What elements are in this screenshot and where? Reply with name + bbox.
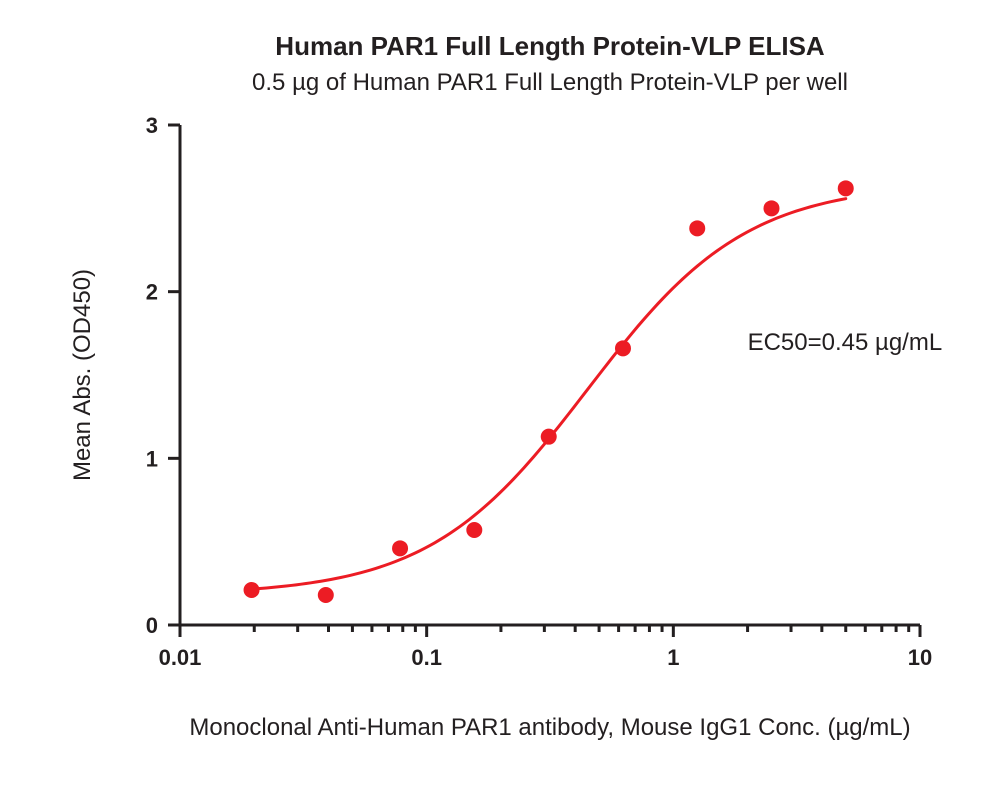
data-point bbox=[541, 429, 557, 445]
fit-curve bbox=[252, 199, 846, 589]
x-tick-label: 10 bbox=[908, 645, 932, 670]
data-point bbox=[689, 220, 705, 236]
elisa-chart: Human PAR1 Full Length Protein-VLP ELISA… bbox=[0, 0, 1000, 788]
y-tick-label: 1 bbox=[146, 446, 158, 471]
y-tick-label: 0 bbox=[146, 613, 158, 638]
data-point bbox=[244, 582, 260, 598]
chart-svg: Human PAR1 Full Length Protein-VLP ELISA… bbox=[0, 0, 1000, 788]
x-tick-label: 1 bbox=[667, 645, 679, 670]
data-point bbox=[838, 180, 854, 196]
data-point bbox=[318, 587, 334, 603]
x-tick-label: 0.1 bbox=[411, 645, 442, 670]
data-point bbox=[466, 522, 482, 538]
chart-title-main: Human PAR1 Full Length Protein-VLP ELISA bbox=[275, 31, 825, 61]
x-tick-label: 0.01 bbox=[159, 645, 202, 670]
data-point bbox=[392, 540, 408, 556]
y-tick-label: 2 bbox=[146, 280, 158, 305]
x-axis-label: Monoclonal Anti-Human PAR1 antibody, Mou… bbox=[189, 714, 910, 741]
y-axis-label: Mean Abs. (OD450) bbox=[69, 269, 96, 481]
data-point bbox=[763, 200, 779, 216]
ec50-annotation: EC50=0.45 µg/mL bbox=[748, 329, 943, 356]
data-point bbox=[615, 340, 631, 356]
y-tick-label: 3 bbox=[146, 113, 158, 138]
chart-title-sub: 0.5 µg of Human PAR1 Full Length Protein… bbox=[252, 69, 848, 96]
